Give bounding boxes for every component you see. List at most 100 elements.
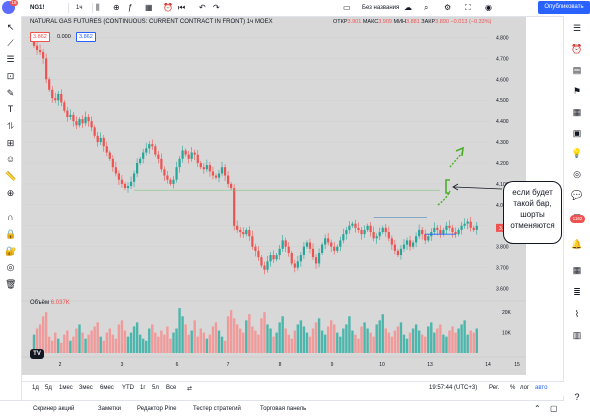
- undo-icon[interactable]: ↶: [199, 3, 206, 12]
- bid-price-box[interactable]: 3.862: [30, 32, 50, 42]
- candle-body: [378, 232, 381, 237]
- layout-name[interactable]: Без названия: [362, 5, 400, 11]
- brush-icon[interactable]: ✎: [6, 88, 15, 98]
- layout-icon[interactable]: ▭: [343, 3, 351, 12]
- emoji-icon[interactable]: ☺: [5, 154, 16, 164]
- range-button-3[interactable]: 3мес: [79, 385, 93, 391]
- range-button-1[interactable]: 5д: [45, 385, 52, 391]
- quick-search-icon[interactable]: ⌕: [424, 3, 429, 12]
- ideas-icon[interactable]: 💡: [571, 148, 583, 158]
- candle-body: [469, 221, 472, 228]
- fullscreen-icon[interactable]: ⛶: [465, 3, 471, 12]
- text-icon[interactable]: T: [7, 104, 14, 114]
- volume-bar: [163, 334, 166, 353]
- candle-body: [354, 223, 357, 228]
- snapshot-icon[interactable]: ◉: [485, 3, 492, 12]
- candle-body: [408, 240, 412, 247]
- indicators-icon[interactable]: ƒ: [128, 3, 133, 12]
- symbol-search[interactable]: NG1!: [30, 5, 45, 11]
- volume-bar: [360, 326, 363, 353]
- hotlists-icon[interactable]: ⚑: [572, 86, 582, 96]
- calendar-goto-icon[interactable]: ⇄: [187, 386, 193, 392]
- notifications-icon[interactable]: 🔔: [571, 239, 583, 249]
- collapse-panel-icon[interactable]: ⌃: [534, 404, 541, 413]
- auto-scale-button[interactable]: авто: [535, 385, 548, 391]
- ask-price-box[interactable]: 3.862: [76, 32, 96, 42]
- volume-bar: [278, 322, 281, 353]
- volume-bar: [469, 330, 472, 353]
- settings-icon[interactable]: ⚙: [444, 3, 452, 12]
- templates-icon[interactable]: ▦: [145, 3, 153, 12]
- candle-body: [321, 244, 324, 253]
- candle-body: [145, 148, 148, 153]
- candle-body: [427, 236, 430, 241]
- candle-body: [281, 240, 284, 249]
- annotation-line-3: шорты: [520, 210, 545, 219]
- forecast-icon[interactable]: ⥮: [7, 121, 14, 131]
- candle-body: [324, 238, 327, 245]
- order-icon[interactable]: ≣: [573, 287, 581, 297]
- candle-body: [60, 93, 63, 103]
- chart-type-icon[interactable]: ⫼: [96, 3, 100, 12]
- session-button[interactable]: Рег.: [489, 385, 500, 391]
- save-icon[interactable]: ☁: [404, 3, 412, 12]
- zoom-icon[interactable]: ⊕: [6, 188, 15, 198]
- magnet-icon[interactable]: ∩: [7, 212, 14, 222]
- range-button-5[interactable]: YTD: [122, 385, 134, 391]
- volume-bar: [193, 320, 196, 353]
- candle-body: [54, 98, 57, 101]
- compare-add-icon[interactable]: ⊕: [113, 3, 120, 12]
- help-icon[interactable]: ?: [574, 392, 580, 402]
- pattern-icon[interactable]: ⊡: [6, 71, 15, 81]
- tab-strategy-tester[interactable]: Тестер стратегий: [193, 406, 241, 412]
- publish-button[interactable]: Опубликовать: [538, 1, 590, 14]
- volume-bar: [111, 334, 115, 353]
- candle-body: [81, 119, 84, 124]
- price-chart[interactable]: 4.800 4.700 4.600 4.500 4.400 4.300 4.200 4.100…: [22, 17, 526, 375]
- replay-icon[interactable]: ⏮: [178, 3, 186, 12]
- log-scale-button[interactable]: лог: [520, 385, 530, 391]
- ruler-icon[interactable]: 📏: [5, 171, 17, 181]
- tab-pine-editor[interactable]: Редактор Pine: [137, 406, 177, 412]
- visibility-icon[interactable]: ◎: [6, 262, 15, 272]
- lock-drawings-icon[interactable]: 🔐: [5, 246, 17, 256]
- watchlist-icon[interactable]: ☰: [572, 23, 582, 33]
- range-button-7[interactable]: 5л: [152, 385, 159, 391]
- tab-stock-screener[interactable]: Скринер акций: [33, 406, 75, 412]
- cursor-icon[interactable]: ↖: [6, 22, 15, 32]
- performance-icon[interactable]: ⌇: [574, 309, 580, 319]
- redo-icon[interactable]: ↷: [213, 3, 220, 12]
- chats-icon[interactable]: 💬: [571, 190, 583, 200]
- volume-bar: [439, 324, 442, 353]
- range-button-2[interactable]: 1мес: [59, 385, 73, 391]
- alert-icon[interactable]: ⏰: [163, 3, 173, 12]
- news-icon[interactable]: ▣: [572, 128, 582, 138]
- range-button-6[interactable]: 1г: [140, 385, 146, 391]
- calendar2-icon[interactable]: ▦: [572, 265, 582, 275]
- fib-icon[interactable]: ☰: [6, 54, 15, 64]
- percent-scale-button[interactable]: %: [510, 385, 516, 391]
- range-button-8[interactable]: Все: [166, 385, 177, 391]
- candle-body: [424, 234, 427, 241]
- trash-icon[interactable]: 🗑: [5, 279, 17, 289]
- volume-bar: [132, 326, 136, 353]
- range-button-0[interactable]: 1д: [32, 385, 39, 391]
- candle-body: [266, 261, 269, 270]
- chart-area[interactable]: 4.800 4.700 4.600 4.500 4.400 4.300 4.200 4.100…: [22, 17, 526, 375]
- volume-bar: [75, 328, 78, 353]
- interval-button[interactable]: 1ч: [76, 5, 83, 11]
- chart-icon[interactable]: ▥: [572, 330, 582, 340]
- streams-icon[interactable]: ◎: [573, 169, 581, 179]
- data-window-icon[interactable]: ▤: [572, 65, 582, 75]
- tab-notes[interactable]: Заметки: [98, 406, 121, 412]
- calendar-icon[interactable]: ▦: [572, 107, 582, 117]
- maximize-panel-icon[interactable]: ▢: [550, 404, 558, 413]
- lock-icon[interactable]: 🔒: [5, 229, 17, 239]
- candle-body: [296, 261, 299, 268]
- tab-trading-panel[interactable]: Торговая панель: [260, 406, 307, 412]
- alerts-icon[interactable]: ⏰: [571, 44, 583, 54]
- volume-bar: [333, 324, 336, 353]
- trend-line-icon[interactable]: ⟋: [7, 38, 14, 48]
- measure-icon[interactable]: ⊞: [6, 138, 15, 148]
- range-button-4[interactable]: 6мес: [100, 385, 114, 391]
